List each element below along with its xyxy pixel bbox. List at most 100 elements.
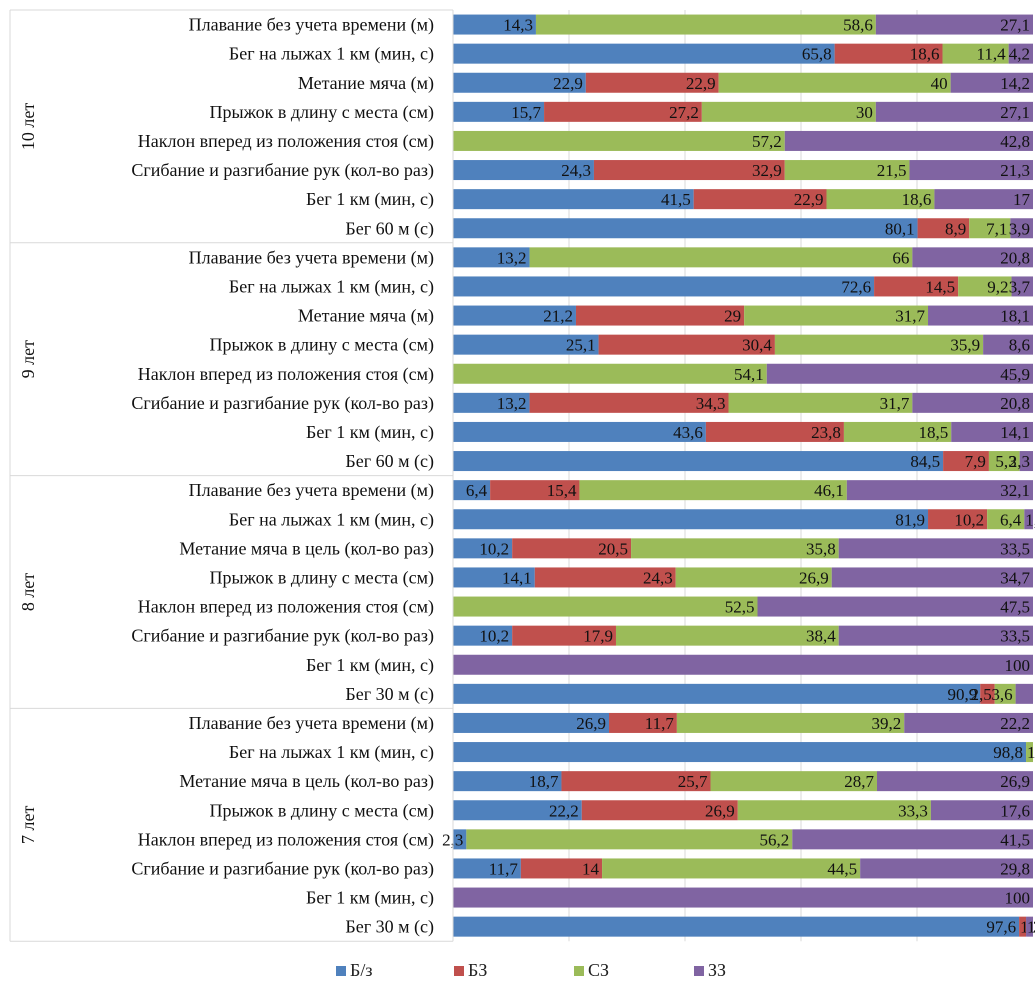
data-label: 98,8: [993, 743, 1023, 762]
category-label: Наклон вперед из положения стоя (см): [138, 364, 434, 385]
category-label: Бег 30 м (с): [345, 917, 434, 938]
data-label: 38,4: [806, 627, 836, 646]
bar-segment: [860, 858, 1033, 879]
data-label: 20,8: [1000, 394, 1030, 413]
bar-segment: [909, 160, 1033, 181]
data-label: 26,9: [705, 801, 735, 820]
bar-segment: [983, 334, 1033, 355]
bar-segment: [453, 916, 1020, 937]
data-label: 17,9: [583, 627, 613, 646]
data-label: 66: [892, 248, 909, 267]
bar-segment: [875, 101, 1033, 122]
category-label: Бег на лыжах 1 км (мин, с): [229, 44, 434, 65]
data-label: 43,6: [673, 423, 703, 442]
legend-item-bz-none: Б/з: [336, 960, 372, 981]
data-label: 41,5: [1000, 830, 1030, 849]
bar-segment: [453, 189, 694, 210]
bar-segment: [958, 276, 1012, 297]
data-label: 18,7: [529, 772, 559, 791]
bar-segment: [846, 480, 1033, 501]
data-label: 13,2: [497, 394, 527, 413]
data-label: 6,4: [466, 481, 488, 500]
bar-segment: [874, 276, 959, 297]
bar-segment: [466, 829, 793, 850]
data-label: 41,5: [661, 190, 691, 209]
data-label: 57,2: [752, 132, 782, 151]
bar-segment: [544, 101, 702, 122]
bar-segment: [737, 800, 931, 821]
bar-segment: [453, 451, 944, 472]
data-label: 11,7: [645, 714, 675, 733]
data-label: 26,9: [799, 568, 829, 587]
category-label: Бег 30 м (с): [345, 684, 434, 705]
bar-segment: [453, 596, 758, 617]
data-label: 6,4: [1000, 510, 1022, 529]
bar-segment: [693, 189, 827, 210]
bar-segment: [994, 683, 1016, 704]
bar-segment: [529, 247, 913, 268]
data-label: 22,2: [549, 801, 579, 820]
legend-label: БЗ: [468, 960, 488, 980]
bar-segment: [581, 800, 738, 821]
data-label: 24,3: [561, 161, 591, 180]
category-label: Бег 1 км (мин, с): [306, 422, 434, 443]
bar-segment: [453, 421, 706, 442]
category-label: Прыжок в длину с места (см): [210, 335, 434, 356]
data-label: 30: [856, 103, 873, 122]
bar-segment: [718, 72, 951, 93]
data-label: 14,3: [503, 16, 533, 35]
data-label: 29,8: [1000, 859, 1030, 878]
bar-segment: [453, 771, 562, 792]
category-label: Прыжок в длину с места (см): [210, 102, 434, 123]
data-label: 15,7: [511, 103, 541, 122]
legend-swatch: [454, 965, 464, 976]
data-label: 33,5: [1000, 539, 1030, 558]
bar-segment: [609, 712, 677, 733]
data-label: 26,9: [1000, 772, 1030, 791]
category-label: Сгибание и разгибание рук (кол-во раз): [131, 858, 434, 879]
bar-segment: [710, 771, 877, 792]
data-label: 46,1: [814, 481, 844, 500]
bar-segment: [453, 276, 875, 297]
category-label: Метание мяча (м): [298, 306, 434, 327]
bar-segment: [453, 683, 981, 704]
bar-segment: [1026, 742, 1033, 763]
bar-segment: [1011, 276, 1033, 297]
data-label: 20,5: [598, 539, 628, 558]
bar-segment: [701, 101, 876, 122]
bar-segment: [453, 829, 467, 850]
data-label: 33,5: [1000, 627, 1030, 646]
category-label: Наклон вперед из положения стоя (см): [138, 131, 434, 152]
category-label: Бег 60 м (с): [345, 451, 434, 472]
category-label: Плавание без учета времени (м): [189, 480, 434, 501]
data-label: 28,7: [844, 772, 874, 791]
bar-segment: [490, 480, 580, 501]
data-label: 100: [1005, 656, 1031, 675]
data-label: 5,3: [995, 452, 1016, 471]
data-label: 11,7: [489, 859, 519, 878]
data-label: 35,8: [806, 539, 836, 558]
legend-label: ЗЗ: [708, 960, 727, 980]
data-label: 44,5: [827, 859, 857, 878]
bar-segment: [453, 712, 610, 733]
category-label: Плавание без учета времени (м): [189, 15, 434, 36]
bar-segment: [928, 509, 988, 530]
bar-segment: [757, 596, 1033, 617]
data-label: 22,9: [686, 74, 716, 93]
bar-segment: [512, 625, 616, 646]
data-label: 14,2: [1000, 74, 1030, 93]
data-label: 14: [582, 859, 600, 878]
bar-segment: [453, 43, 835, 64]
data-label: 32,9: [752, 161, 782, 180]
data-label: 30,4: [742, 336, 772, 355]
bar-segment: [534, 567, 676, 588]
data-label: 80,1: [885, 219, 915, 238]
data-label: 22,9: [553, 74, 583, 93]
bar-segment: [988, 451, 1020, 472]
bar-segment: [453, 72, 586, 93]
bar-segment: [705, 421, 844, 442]
data-label: 8,6: [1009, 336, 1030, 355]
data-label: 21,2: [543, 307, 573, 326]
data-label: 17,6: [1000, 801, 1030, 820]
data-label: 13,2: [497, 248, 527, 267]
